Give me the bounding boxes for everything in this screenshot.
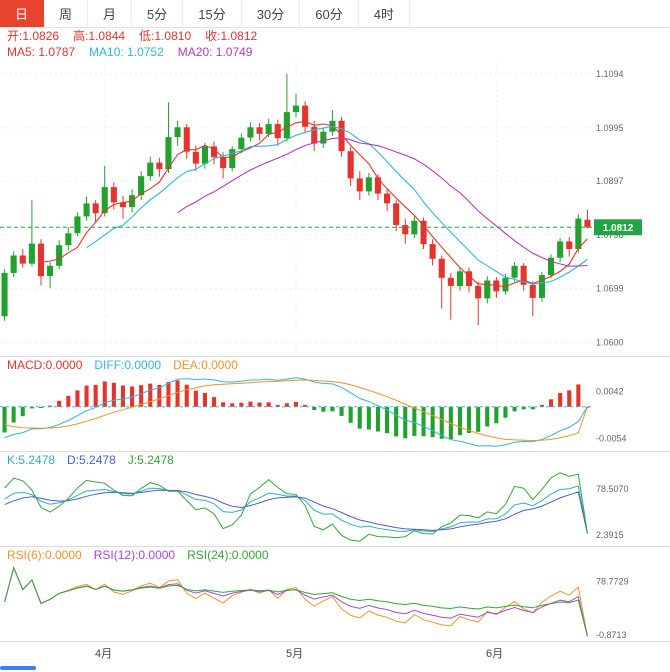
kdj-header-label-1: D:5.2478 — [67, 453, 116, 467]
rsi-chart[interactable]: 78.7729 -0.8713 — [0, 563, 670, 641]
kdj-header-label-0: K:5.2478 — [7, 453, 56, 467]
kdj-header-label-2: J:5.2478 — [127, 453, 174, 467]
tab-15min[interactable]: 15分 — [183, 0, 242, 27]
tab-60min[interactable]: 60分 — [300, 0, 359, 27]
close-value: 收:1.0812 — [205, 29, 258, 43]
tab-week[interactable]: 周 — [44, 0, 89, 27]
high-value: 高:1.0844 — [73, 29, 126, 43]
kdj-chart[interactable]: 78.5070 2.3915 — [0, 468, 670, 546]
tab-30min[interactable]: 30分 — [242, 0, 301, 27]
svg-text:1.0995: 1.0995 — [596, 123, 624, 133]
x-axis-labels: 4月 5月 6月 — [0, 641, 670, 661]
svg-text:-0.0054: -0.0054 — [596, 434, 627, 444]
svg-text:-0.8713: -0.8713 — [596, 630, 627, 640]
chart-footer — [0, 661, 670, 672]
svg-text:2.3915: 2.3915 — [596, 530, 624, 540]
ma-info-row: MA5: 1.0787 MA10: 1.0752 MA20: 1.0749 — [0, 44, 670, 60]
x-axis-label: 6月 — [486, 648, 504, 660]
timeframe-tabbar: 日周月 5分 15分 30分 60分 4时 — [0, 0, 670, 28]
macd-header-label-0: MACD:0.0000 — [7, 358, 83, 372]
rsi-header: RSI(6):0.0000 RSI(12):0.0000 RSI(24):0.000… — [0, 546, 670, 563]
bottom-scrollbar[interactable] — [0, 666, 36, 670]
open-value: 开:1.0826 — [7, 29, 60, 43]
x-axis-label: 5月 — [286, 648, 304, 660]
tab-4hour[interactable]: 4时 — [359, 0, 410, 27]
rsi-header-label-1: RSI(12):0.0000 — [93, 548, 176, 562]
ohlc-info-row: 开:1.0826 高:1.0844 低:1.0810 收:1.0812 — [0, 28, 670, 44]
svg-text:78.5070: 78.5070 — [596, 484, 629, 494]
ma10-value: MA10: 1.0752 — [89, 45, 164, 59]
ma5-value: MA5: 1.0787 — [7, 45, 76, 59]
main-candlestick-chart[interactable]: 1.10941.09951.08971.07981.06991.06001.08… — [0, 60, 670, 356]
svg-text:1.1094: 1.1094 — [596, 69, 624, 79]
tab-month[interactable]: 月 — [88, 0, 133, 27]
svg-text:1.0812: 1.0812 — [603, 223, 634, 234]
macd-header: MACD:0.0000 DIFF:0.0000 DEA:0.0000 — [0, 356, 670, 373]
svg-text:78.7729: 78.7729 — [596, 577, 629, 587]
svg-text:0.0042: 0.0042 — [596, 387, 624, 397]
svg-text:1.0600: 1.0600 — [596, 337, 624, 347]
rsi-header-label-2: RSI(24):0.0000 — [187, 548, 269, 562]
x-axis-label: 4月 — [95, 648, 113, 660]
tab-day[interactable]: 日 — [0, 0, 45, 27]
low-value: 低:1.0810 — [139, 29, 192, 43]
ma20-value: MA20: 1.0749 — [177, 45, 253, 59]
macd-header-label-2: DEA:0.0000 — [173, 358, 238, 372]
current-price-badge — [594, 219, 642, 236]
rsi-header-label-0: RSI(6):0.0000 — [7, 548, 82, 562]
macd-chart[interactable]: 0.0042 -0.0054 — [0, 373, 670, 451]
macd-header-label-1: DIFF:0.0000 — [94, 358, 162, 372]
kdj-header: K:5.2478 D:5.2478 J:5.2478 — [0, 451, 670, 468]
svg-text:1.0897: 1.0897 — [596, 176, 624, 186]
svg-text:1.0699: 1.0699 — [596, 284, 624, 294]
tab-5min[interactable]: 5分 — [132, 0, 184, 27]
